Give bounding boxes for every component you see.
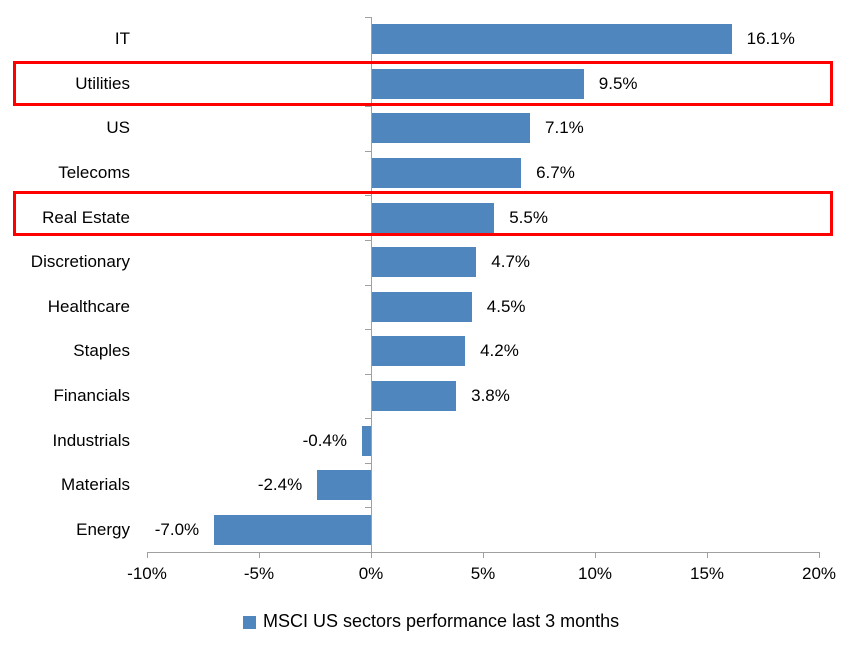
x-tick-label: -5%: [243, 564, 275, 583]
category-label: Healthcare: [47, 296, 130, 316]
y-axis-tick: [365, 17, 371, 18]
bar: [371, 202, 495, 233]
category-label: Staples: [73, 341, 130, 361]
y-axis-tick: [365, 507, 371, 509]
category-label: IT: [114, 29, 130, 49]
y-axis-tick: [365, 373, 371, 375]
y-axis-tick: [365, 329, 371, 331]
x-axis-tick: [483, 552, 484, 558]
y-axis-tick: [365, 61, 371, 63]
x-axis-tick: [259, 552, 260, 558]
value-label: 4.7%: [491, 252, 531, 272]
x-tick-label: -10%: [127, 564, 167, 583]
category-label: Telecoms: [58, 163, 130, 183]
bar: [214, 514, 371, 545]
value-label: 16.1%: [746, 29, 795, 49]
bar: [371, 158, 522, 189]
bar: [371, 113, 531, 144]
value-label: 4.2%: [480, 341, 519, 361]
bar: [371, 68, 584, 99]
value-label: 5.5%: [509, 207, 548, 227]
category-label: Materials: [61, 475, 130, 495]
y-axis-tick: [365, 106, 371, 108]
category-label: US: [106, 118, 130, 138]
category-label: Financials: [53, 385, 130, 405]
x-tick-label: 15%: [689, 564, 725, 583]
zero-axis-line: [371, 17, 372, 558]
value-label: -7.0%: [154, 519, 200, 539]
y-axis-tick: [365, 195, 371, 197]
bar: [371, 291, 472, 322]
y-axis-tick: [365, 418, 371, 420]
x-axis-tick: [819, 552, 820, 558]
bar: [317, 470, 371, 501]
value-label: 4.5%: [486, 296, 526, 316]
x-tick-label: 0%: [358, 564, 384, 583]
category-label: Utilities: [75, 73, 130, 93]
plot-area: IT 16.1% Utilities 9.5% US 7.1% Telecoms 6.7% Re…: [13, 17, 837, 583]
bar: [371, 336, 466, 367]
x-tick-label: 20%: [801, 564, 837, 583]
category-label: Real Estate: [42, 207, 130, 227]
value-label: 7.1%: [545, 118, 584, 138]
category-label: Industrials: [52, 430, 130, 450]
x-tick-label: 10%: [577, 564, 613, 583]
legend: MSCI US sectors performance last 3 month…: [243, 611, 619, 632]
y-axis-tick: [365, 150, 371, 152]
value-label: 6.7%: [536, 163, 575, 183]
y-axis-tick: [365, 462, 371, 464]
category-label: Energy: [76, 519, 130, 539]
y-axis-tick: [365, 284, 371, 286]
value-label: 3.8%: [471, 385, 510, 405]
x-axis-tick: [707, 552, 708, 558]
value-label: -2.4%: [257, 475, 303, 495]
value-label: -0.4%: [302, 430, 348, 450]
bar: [371, 380, 457, 411]
x-axis-tick: [371, 552, 372, 558]
x-tick-label: 5%: [470, 564, 496, 583]
legend-swatch-icon: [243, 616, 256, 629]
y-axis-tick: [365, 239, 371, 241]
category-label: Discretionary: [30, 252, 130, 272]
bar: [362, 425, 371, 456]
x-axis-tick: [147, 552, 148, 558]
bar: [371, 24, 732, 55]
legend-label: MSCI US sectors performance last 3 month…: [263, 611, 620, 631]
bar: [371, 247, 477, 278]
x-axis-tick: [595, 552, 596, 558]
value-label: 9.5%: [598, 73, 638, 93]
